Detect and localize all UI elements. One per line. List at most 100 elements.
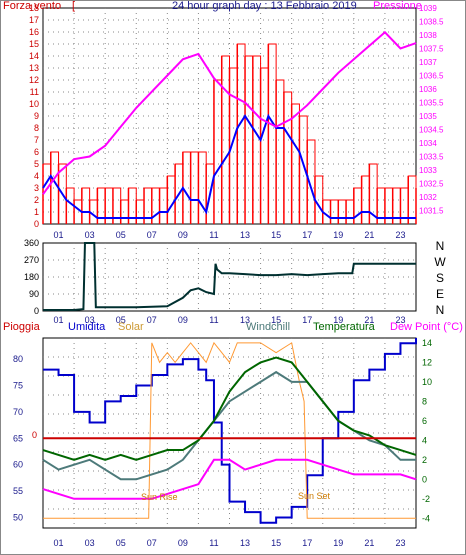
y-left-tick-label: 6 (34, 147, 39, 157)
x-tick-label: 19 (333, 315, 343, 325)
y-right-tick-label: 1035.5 (419, 99, 444, 108)
y-direction-tick-label: 90 (29, 289, 39, 299)
y-left-tick-label: 80 (13, 354, 23, 364)
compass-label: N (436, 239, 445, 253)
rain-value-label: 0 (32, 430, 37, 440)
y-left-tick-label: 18 (29, 3, 39, 13)
x-tick-label: 01 (54, 315, 64, 325)
y-right-tick-label: 8 (422, 396, 427, 406)
legend-umidita: Umidita (68, 321, 106, 333)
x-tick-label: 23 (395, 230, 405, 240)
legend-temperatura: Temperatura (313, 321, 376, 333)
x-tick-label: 05 (116, 538, 126, 548)
x-tick-label: 11 (209, 230, 218, 240)
y-right-tick-label: 12 (422, 357, 432, 367)
left-axis-unit: [ (72, 0, 75, 12)
right-axis-label: Pressione (373, 0, 422, 12)
dewpoint-line (42, 458, 417, 500)
y-right-tick-label: 10 (422, 377, 432, 387)
y-left-tick-label: 15 (29, 39, 39, 49)
x-tick-label: 03 (85, 538, 95, 548)
y-right-tick-label: 6 (422, 416, 427, 426)
y-left-tick-label: 1 (34, 207, 39, 217)
legend-solar: Solar (118, 321, 144, 333)
y-right-tick-label: 1036.5 (419, 72, 444, 81)
x-tick-label: 01 (54, 230, 64, 240)
x-tick-label: 17 (302, 315, 312, 325)
y-left-tick-label: 75 (13, 381, 23, 391)
x-tick-label: 19 (333, 538, 343, 548)
tick-layer: 01234567891011121314151617181031.5103210… (13, 3, 444, 548)
x-tick-label: 09 (178, 315, 188, 325)
y-left-tick-label: 11 (30, 87, 39, 97)
x-tick-label: 23 (395, 315, 405, 325)
y-right-tick-label: 0 (422, 474, 427, 484)
y-left-tick-label: 17 (29, 15, 39, 25)
compass-label: N (436, 303, 445, 317)
x-tick-label: 07 (147, 315, 157, 325)
x-tick-label: 13 (240, 230, 250, 240)
wind-average-line (42, 113, 416, 219)
x-tick-label: 13 (240, 538, 250, 548)
temperature-line (42, 356, 417, 461)
y-left-tick-label: 5 (34, 159, 39, 169)
y-right-tick-label: -2 (422, 494, 430, 504)
x-tick-label: 07 (147, 230, 157, 240)
y-left-tick-label: 50 (13, 512, 23, 522)
y-left-tick-label: 13 (29, 63, 39, 73)
series-layer (42, 30, 417, 524)
y-left-tick-label: 65 (13, 433, 23, 443)
y-right-tick-label: -4 (422, 513, 430, 523)
x-tick-label: 03 (85, 230, 95, 240)
x-tick-label: 19 (333, 230, 343, 240)
x-tick-label: 15 (271, 315, 281, 325)
pressure-line (42, 30, 417, 195)
x-tick-label: 23 (395, 538, 405, 548)
y-left-tick-label: 55 (13, 486, 23, 496)
x-tick-label: 07 (147, 538, 157, 548)
x-tick-label: 01 (54, 538, 64, 548)
y-right-tick-label: 1035 (419, 112, 437, 121)
x-tick-label: 05 (116, 230, 126, 240)
x-tick-label: 09 (178, 538, 188, 548)
y-right-tick-label: 1034 (419, 139, 437, 148)
sunrise-label: Sun Rise (141, 492, 178, 502)
y-direction-tick-label: 0 (34, 306, 39, 316)
x-tick-label: 21 (364, 315, 374, 325)
y-right-tick-label: 1036 (419, 85, 437, 94)
y-left-tick-label: 70 (13, 407, 23, 417)
y-direction-tick-label: 360 (24, 238, 39, 248)
wind-gust-line (43, 43, 417, 201)
y-right-tick-label: 14 (422, 338, 432, 348)
legend-pioggia: Pioggia (3, 321, 41, 333)
solar-line (43, 341, 416, 519)
y-left-tick-label: 8 (34, 123, 39, 133)
compass-label: W (434, 255, 446, 269)
y-right-tick-label: 1033 (419, 166, 437, 175)
compass-label: S (436, 271, 444, 285)
y-left-tick-label: 16 (29, 27, 39, 37)
y-left-tick-label: 9 (34, 111, 39, 121)
y-right-tick-label: 1037 (419, 58, 437, 67)
x-tick-label: 11 (209, 315, 218, 325)
chart-title: 24 hour graph day : 13 Febbraio 2019 (172, 0, 357, 12)
y-left-tick-label: 14 (29, 51, 39, 61)
left-axis-label: Forza vento (3, 0, 61, 12)
legend-windchill: Windchill (246, 321, 290, 333)
legend-dewpoint: Dew Point (°C) (390, 321, 463, 333)
y-right-tick-label: 1039 (419, 4, 437, 13)
x-tick-label: 09 (178, 230, 188, 240)
wind-direction-line (43, 242, 416, 312)
x-tick-label: 05 (116, 315, 126, 325)
y-right-tick-label: 1037.5 (419, 45, 444, 54)
x-tick-label: 11 (209, 538, 218, 548)
y-left-tick-label: 60 (13, 460, 23, 470)
y-right-tick-label: 1033.5 (419, 153, 444, 162)
y-left-tick-label: 7 (34, 135, 39, 145)
y-right-tick-label: 4 (422, 435, 427, 445)
x-tick-label: 15 (271, 538, 281, 548)
x-tick-label: 17 (302, 538, 312, 548)
x-tick-label: 03 (85, 315, 95, 325)
